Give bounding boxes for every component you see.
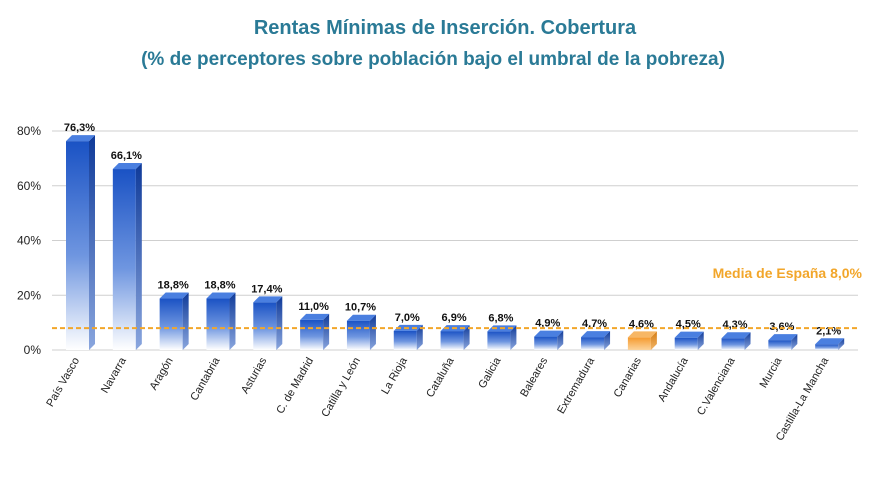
y-tick-label: 0% xyxy=(24,343,42,357)
bar xyxy=(66,135,95,350)
value-label: 4,9% xyxy=(535,318,560,330)
value-label: 17,4% xyxy=(251,283,282,295)
value-labels: 76,3% 66,1% 18,8% 18,8% 17,4% 11,0% 10,7% 7,0% 6… xyxy=(64,122,842,337)
value-label: 2,1% xyxy=(816,325,841,337)
bar xyxy=(346,314,376,350)
value-label: 4,7% xyxy=(582,318,607,330)
bar xyxy=(534,330,564,350)
bar xyxy=(674,331,704,350)
category-label: Baleares xyxy=(518,355,550,399)
bar xyxy=(159,292,189,350)
category-label: Cantabria xyxy=(188,355,223,403)
category-label: Aragón xyxy=(148,356,176,393)
category-label: Galicia xyxy=(476,355,504,391)
category-label: C. de Madrid xyxy=(274,356,316,417)
category-label: Catilla y León xyxy=(319,356,363,420)
value-label: 66,1% xyxy=(111,150,142,162)
value-label: 18,8% xyxy=(158,280,189,292)
bar xyxy=(112,163,142,350)
bar xyxy=(253,296,283,350)
y-tick-label: 20% xyxy=(17,288,41,302)
value-label: 18,8% xyxy=(204,280,235,292)
category-label: Castilla-La Mancha xyxy=(774,355,832,443)
value-label: 6,9% xyxy=(442,312,467,324)
bar xyxy=(627,331,657,350)
category-label: Murcia xyxy=(758,355,785,390)
y-axis: 0% 20% 40% 60% 80% xyxy=(17,124,41,357)
bar xyxy=(815,338,845,350)
bar xyxy=(721,332,751,350)
chart-title-line1: Rentas Mínimas de Inserción. Cobertura xyxy=(254,17,637,39)
bars xyxy=(66,135,845,350)
average-label: Media de España 8,0% xyxy=(713,265,863,281)
category-label: La Rioja xyxy=(379,355,410,397)
category-label: C.Valenciana xyxy=(695,355,738,418)
bar xyxy=(768,334,798,350)
value-label: 4,3% xyxy=(722,319,747,331)
value-label: 11,0% xyxy=(298,301,329,313)
category-label: Andalucía xyxy=(656,355,691,404)
category-label: Cataluña xyxy=(424,355,457,400)
y-tick-label: 80% xyxy=(17,124,41,138)
bar xyxy=(300,313,330,350)
category-label: País Vasco xyxy=(44,356,82,409)
category-label: Canarias xyxy=(612,355,645,400)
value-label: 76,3% xyxy=(64,122,95,134)
x-axis: País Vasco Navarra Aragón Cantabria Asturias… xyxy=(44,355,831,443)
category-label: Asturias xyxy=(239,355,270,396)
bar xyxy=(581,331,611,350)
category-label: Navarra xyxy=(99,355,129,396)
y-tick-label: 40% xyxy=(17,234,41,248)
value-label: 7,0% xyxy=(395,312,420,324)
category-label: Extremadura xyxy=(555,355,597,416)
bar xyxy=(206,292,236,350)
value-label: 10,7% xyxy=(345,302,376,314)
y-tick-label: 60% xyxy=(17,179,41,193)
value-label: 6,8% xyxy=(488,312,513,324)
chart-title-line2: (% de perceptores sobre población bajo e… xyxy=(141,49,725,70)
bar xyxy=(440,325,470,350)
